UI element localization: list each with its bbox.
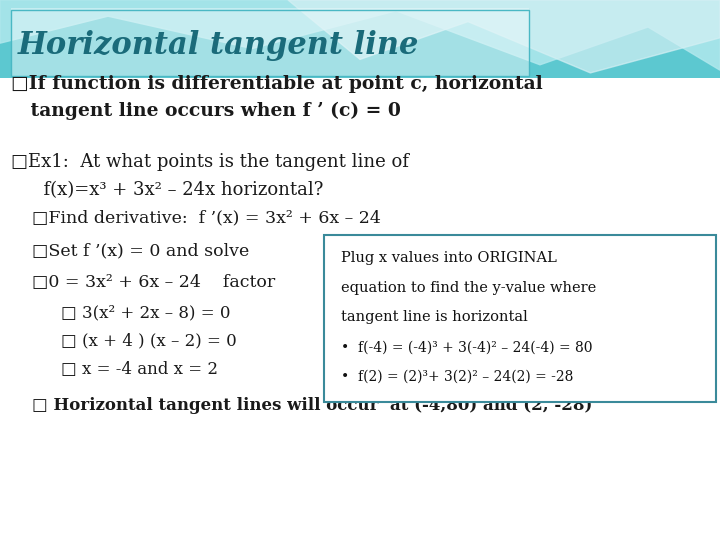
Text: Horizontal tangent line: Horizontal tangent line <box>18 30 419 62</box>
Text: f(x)=x³ + 3x² – 24x horizontal?: f(x)=x³ + 3x² – 24x horizontal? <box>32 181 324 199</box>
Text: tangent line occurs when f ’ (c) = 0: tangent line occurs when f ’ (c) = 0 <box>11 102 400 120</box>
Text: □Find derivative:  f ’(x) = 3x² + 6x – 24: □Find derivative: f ’(x) = 3x² + 6x – 24 <box>32 210 382 227</box>
Text: •  f(-4) = (-4)³ + 3(-4)² – 24(-4) = 80: • f(-4) = (-4)³ + 3(-4)² – 24(-4) = 80 <box>341 340 592 354</box>
Text: □0 = 3x² + 6x – 24    factor: □0 = 3x² + 6x – 24 factor <box>32 274 276 292</box>
Text: equation to find the y-value where: equation to find the y-value where <box>341 281 596 295</box>
Text: □Ex1:  At what points is the tangent line of: □Ex1: At what points is the tangent line… <box>11 153 409 171</box>
Bar <box>0 0 720 78</box>
Text: □ x = -4 and x = 2: □ x = -4 and x = 2 <box>61 361 218 378</box>
Text: □Set f ’(x) = 0 and solve: □Set f ’(x) = 0 and solve <box>32 242 250 259</box>
Bar <box>11 8 529 76</box>
Polygon shape <box>0 0 720 70</box>
Polygon shape <box>288 0 720 73</box>
Text: •  f(2) = (2)³+ 3(2)² – 24(2) = -28: • f(2) = (2)³+ 3(2)² – 24(2) = -28 <box>341 370 573 384</box>
Text: □ 3(x² + 2x – 8) = 0: □ 3(x² + 2x – 8) = 0 <box>61 305 230 322</box>
Text: □ (x + 4 ) (x – 2) = 0: □ (x + 4 ) (x – 2) = 0 <box>61 333 237 350</box>
FancyBboxPatch shape <box>324 235 716 402</box>
Text: tangent line is horizontal: tangent line is horizontal <box>341 310 527 325</box>
Text: □If function is differentiable at point c, horizontal: □If function is differentiable at point … <box>11 75 543 93</box>
Text: Plug x values into ORIGINAL: Plug x values into ORIGINAL <box>341 251 557 265</box>
Text: □ Horizontal tangent lines will occur  at (-4,80) and (2, -28): □ Horizontal tangent lines will occur at… <box>32 396 593 414</box>
